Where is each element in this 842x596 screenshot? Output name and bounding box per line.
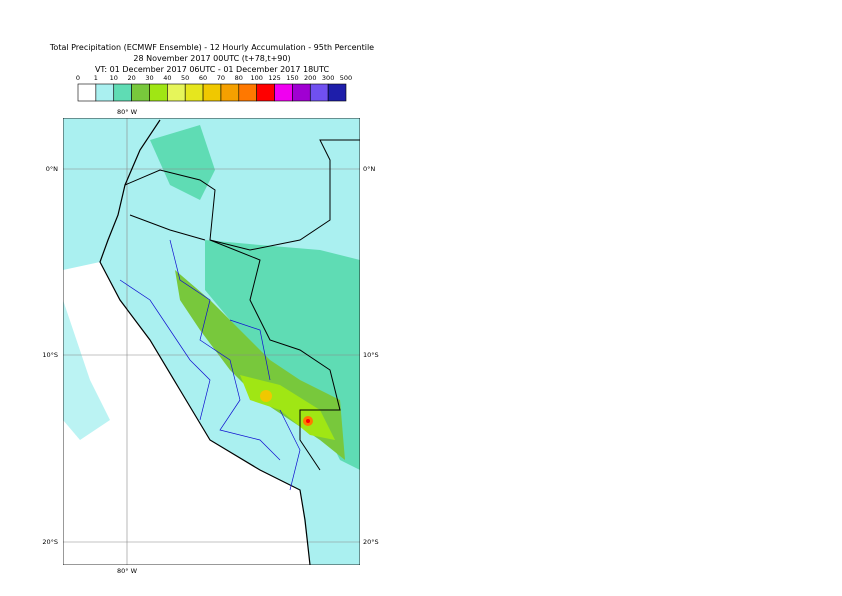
wet-region [150,125,215,200]
lon-label: 80° W [117,108,138,116]
legend-swatch [292,83,311,102]
legend-swatch [77,83,97,102]
legend-swatch [149,83,168,102]
legend-label: 125 [268,74,280,82]
peak-area [306,419,310,423]
legend-swatch [95,83,115,102]
legend-label: 10 [110,74,118,82]
legend-swatch [238,83,257,102]
run-time: 28 November 2017 00UTC (t+78,t+90) [133,54,290,63]
legend-label: 200 [304,74,316,82]
legend-label: 80 [235,74,243,82]
coastline [99,119,311,565]
lat-label: 0°N [46,165,58,173]
legend-label: 20 [127,74,135,82]
legend: 0 1 10 20 30 40 50 60 70 80 100 125 150 200 300 500 [76,74,352,102]
title: Total Precipitation (ECMWF Ensemble) - 1… [49,43,374,52]
legend-swatch [184,83,204,102]
map [63,118,360,565]
region-border [119,239,301,491]
lon-label: 80° W [117,567,138,575]
legend-label: 30 [145,74,153,82]
dry-ocean [63,262,310,565]
legend-label: 50 [181,74,189,82]
lat-label: 10°S [363,351,379,359]
lat-label: 20°S [42,538,58,546]
legend-swatch [131,83,150,102]
legend-swatch [202,83,222,102]
legend-label: 300 [322,74,334,82]
legend-label: 60 [199,74,207,82]
graticule [63,118,360,565]
legend-label: 100 [250,74,262,82]
legend-swatch [113,83,132,102]
legend-label: 0 [76,74,80,82]
legend-label: 150 [286,74,298,82]
ocean-band [63,300,110,440]
legend-label: 40 [163,74,171,82]
peak-area [260,390,272,402]
legend-swatch [309,83,329,102]
lat-label: 10°S [42,351,58,359]
legend-label: 70 [217,74,225,82]
country-border [124,139,360,471]
legend-swatch [256,83,275,102]
legend-label: 1 [94,74,98,82]
lat-label: 0°N [363,165,375,173]
legend-swatch [327,83,347,102]
legend-label: 500 [340,74,352,82]
valid-time: VT: 01 December 2017 06UTC - 01 December… [95,65,329,74]
legend-swatch [220,83,240,102]
lat-label: 20°S [363,538,379,546]
legend-swatch [274,83,293,102]
legend-swatch [167,83,186,102]
